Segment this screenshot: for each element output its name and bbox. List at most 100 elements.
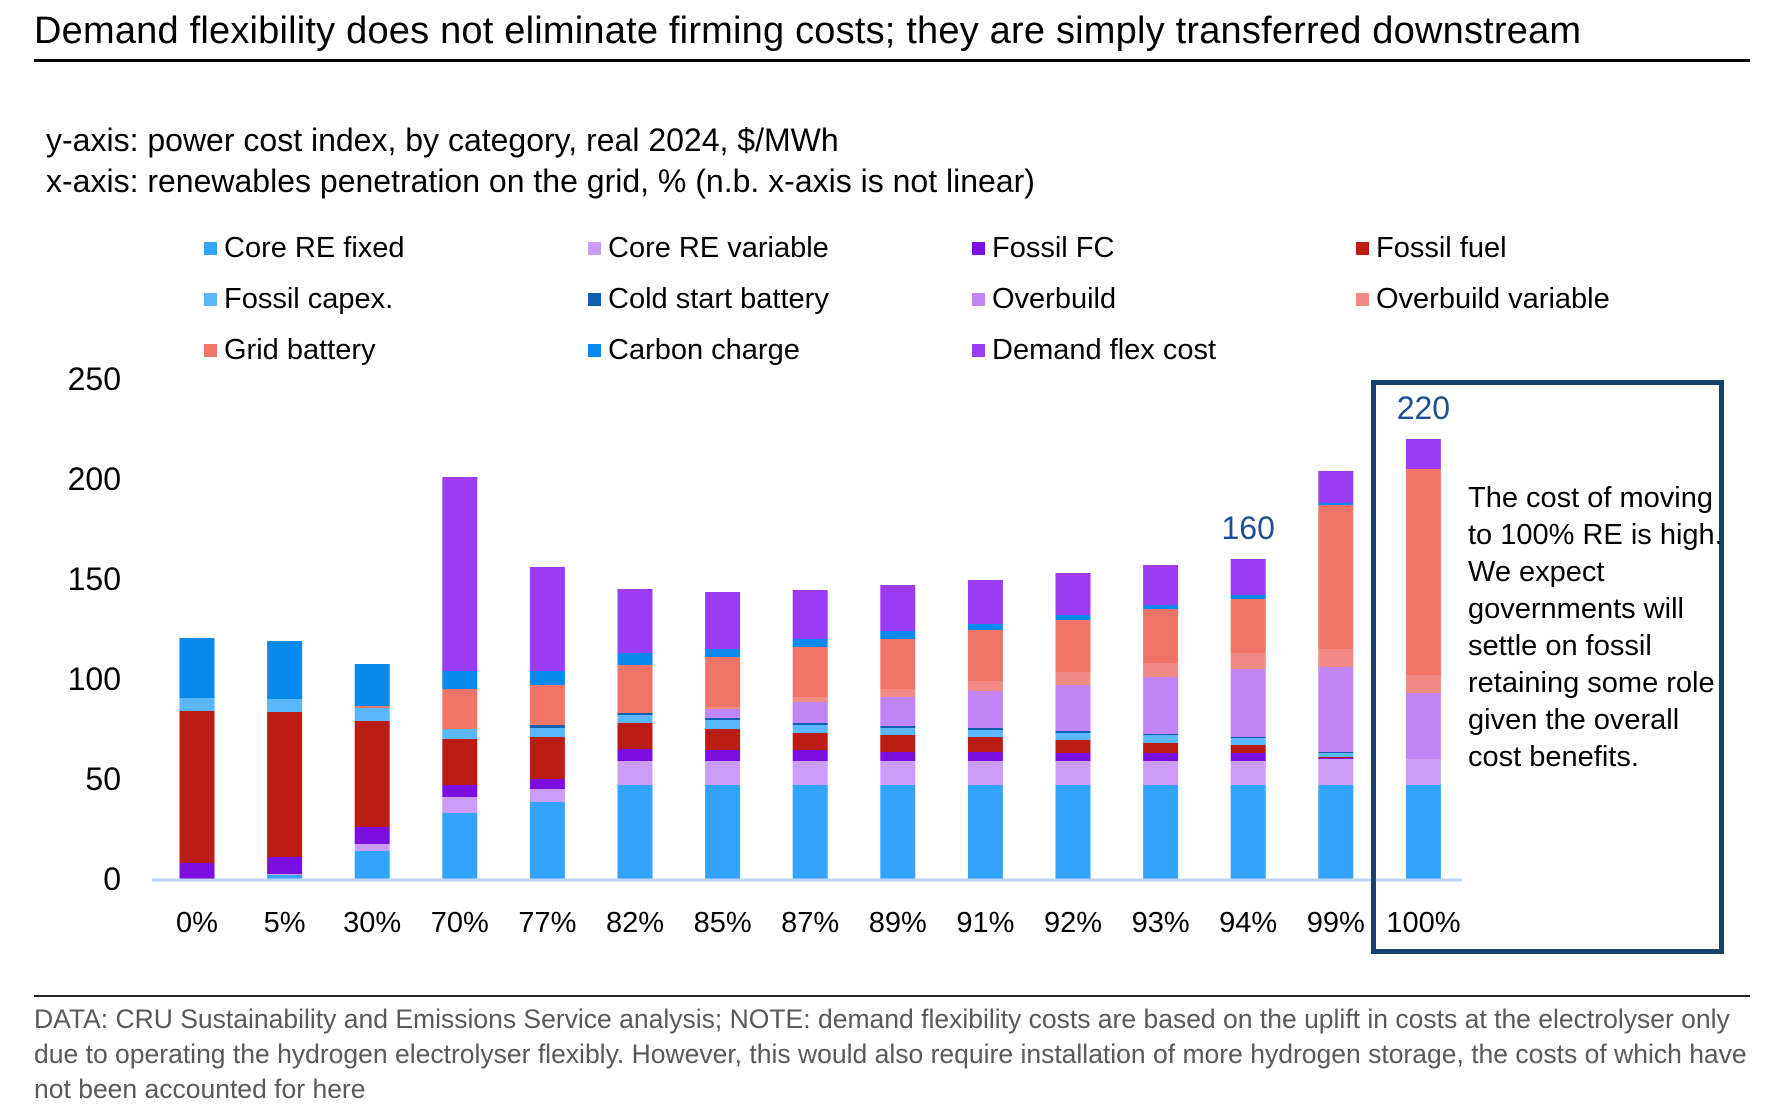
bar-segment [617,723,653,749]
bar-segment [705,649,741,657]
bar-segment [1230,559,1266,595]
legend-swatch [588,344,601,357]
bar-segment [705,592,741,649]
legend-item: Core RE fixed [204,232,405,265]
bar-segment [1143,785,1179,879]
stacked-bar-chart: 0 50 100 150 200 250 0% 5% 30% 70% 77% 82% 85% 87% 89%… [68,361,1462,939]
legend-item: Core RE variable [588,232,829,265]
bar-segment [792,697,828,702]
bar-segment [1143,743,1179,753]
bar-segment [442,739,478,785]
bar-segment [705,750,741,761]
legend-label: Fossil capex. [224,283,394,315]
bar-segment [967,681,1003,691]
x-tick-label: 89% [869,907,927,939]
bar-segment [1230,653,1266,669]
legend-item: Fossil FC [972,232,1114,265]
bar-segment [179,638,215,698]
bar-segment [880,735,916,752]
bar-segment [1405,785,1441,879]
bar-segment [1055,620,1091,672]
bar-segment [1055,740,1091,753]
legend-swatch [972,242,985,255]
legend-item: Overbuild variable [1356,283,1610,316]
bar-segment [1318,757,1354,758]
bar-segment [967,624,1003,630]
bar-segment [1230,669,1266,737]
legend-item: Fossil capex. [204,283,393,316]
x-tick-label: 30% [343,907,401,939]
bar-segment [792,750,828,761]
bar-segment [1405,693,1441,759]
bar-segment [880,785,916,879]
bar-segment [1318,759,1354,785]
bar-segment [1055,731,1091,733]
bar-segment [967,752,1003,761]
y-tick-label: 200 [68,461,121,497]
bar-segment [267,712,303,857]
bar-segment [967,785,1003,879]
bar-segment [354,664,390,706]
bar-segment [792,702,828,723]
bar-segment [617,713,653,715]
bar-segment [705,785,741,879]
x-tick-label: 94% [1219,907,1277,939]
x-tick-label: 5% [264,907,306,939]
bar-segment [880,726,916,728]
legend-label: Core RE variable [608,232,829,264]
bar-segment [705,718,741,720]
bar-segment [1143,663,1179,677]
bar-segment [705,657,741,707]
bar-segment [1318,505,1354,649]
bar-segment [354,827,390,844]
legend-label: Demand flex cost [992,334,1217,366]
bar-segment [792,725,828,733]
legend-label: Carbon charge [608,334,800,366]
bar-segment [1230,785,1266,879]
bar-segment [967,630,1003,681]
bar-segment [967,737,1003,752]
legend-swatch [588,242,601,255]
bar-segment [1318,649,1354,667]
bar-segment [967,728,1003,730]
bar-segment [792,761,828,785]
bar-segment [1230,753,1266,761]
bar-segment [529,725,565,728]
bar-segment [354,844,390,851]
bar-segment [1143,609,1179,663]
x-tick-label: 87% [781,907,839,939]
bar-segment [1055,685,1091,731]
bar-segment [442,477,478,671]
bar-segment [442,797,478,813]
bar-segment [1055,573,1091,615]
chart-title: Demand flexibility does not eliminate fi… [34,10,1582,52]
bar-segment [1143,565,1179,605]
bar-segment [617,749,653,761]
y-tick-label: 250 [68,361,121,397]
legend-label: Fossil FC [992,232,1115,264]
bar-segment [792,647,828,697]
bar-segment [705,761,741,785]
legend-swatch [588,293,601,306]
y-tick-label: 150 [68,561,121,597]
bar-segment [529,737,565,779]
callout-text: The cost of moving to 100% RE is high. W… [1468,482,1723,773]
legend-label: Fossil fuel [1376,232,1507,264]
bar-segment [617,761,653,785]
legend-swatch [204,293,217,306]
bar-segment [529,728,565,737]
legend-swatch [1356,293,1369,306]
bar-segment [1230,745,1266,753]
footer-rule [34,995,1750,997]
x-axis-note: x-axis: renewables penetration on the gr… [46,163,1035,199]
legend-item: Carbon charge [588,334,800,367]
bar-segment [1318,753,1354,757]
x-tick-label: 85% [694,907,752,939]
bar-segment [1055,761,1091,785]
bar-segment [1318,471,1354,503]
legend-swatch [972,293,985,306]
bar-segment [617,653,653,665]
bar-segment [1318,752,1354,753]
bar-segment [179,711,215,863]
legend-swatch [204,242,217,255]
